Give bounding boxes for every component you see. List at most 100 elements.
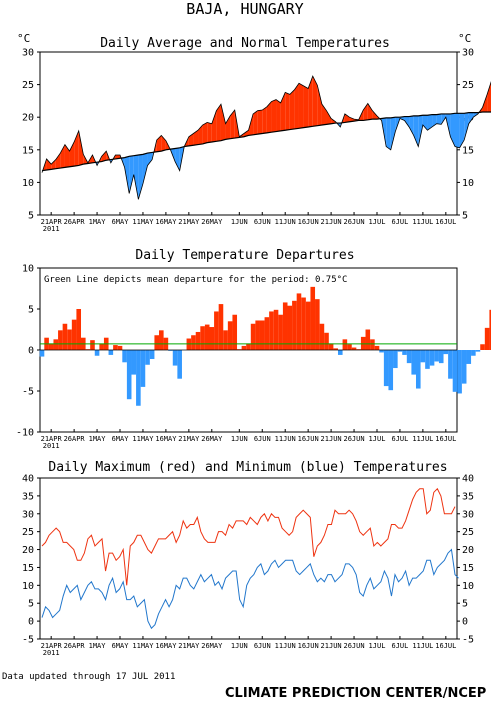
panel3-xtick-year: 2011 [43, 649, 60, 657]
credit-label: CLIMATE PREDICTION CENTER/NCEP [225, 686, 486, 701]
panel2-xtick-label: 26APR [64, 435, 86, 443]
above-normal-area [47, 159, 52, 170]
departure-bar [95, 350, 100, 356]
departure-bar [457, 350, 462, 393]
panel2-title: Daily Temperature Departures [135, 248, 354, 263]
departure-bar [159, 330, 164, 350]
panel3-ytick-label-right: 5 [462, 599, 468, 610]
above-normal-area [285, 92, 290, 130]
above-normal-area [317, 85, 322, 125]
above-normal-area [294, 83, 299, 129]
departure-bar [297, 293, 302, 350]
departure-bar [205, 325, 210, 350]
panel1-ytick-label-right: 30 [462, 48, 474, 59]
departure-bar [292, 301, 297, 350]
above-normal-area [304, 86, 309, 128]
panel3-ytick-label: -5 [22, 635, 34, 646]
panel3-ytick-label: 30 [22, 509, 34, 520]
panel3-ytick-label-right: -5 [462, 635, 474, 646]
above-normal-area [299, 83, 304, 128]
above-normal-area [203, 122, 208, 144]
departure-bar [196, 332, 201, 350]
panel3-xtick-label: 1JUL [369, 642, 386, 650]
departure-bar [109, 350, 114, 355]
panel1-ytick-label: 30 [22, 48, 34, 59]
panel3-ytick-label-right: 0 [462, 617, 468, 628]
panel1-ytick-label-right: 10 [462, 178, 474, 189]
above-normal-area [262, 107, 267, 134]
panel2-xtick-label: 11JUL [412, 435, 433, 443]
panel3-ytick-label: 20 [22, 545, 34, 556]
panel3-xtick-label: 26MAY [201, 642, 223, 650]
departure-bar [416, 350, 421, 389]
panel2-annotation: Green Line depicts mean departure for th… [44, 275, 347, 285]
panel2-ytick-label: 5 [28, 305, 34, 316]
panel3-xtick-label: 26APR [64, 642, 86, 650]
departure-bar [430, 350, 435, 366]
panel2-xtick-label: 1JUL [369, 435, 386, 443]
panel1-ytick-label: 10 [22, 178, 34, 189]
departure-bar [131, 350, 136, 375]
departure-bar [200, 326, 205, 350]
panel3-ytick-label-right: 40 [462, 474, 474, 485]
panel3-ytick-label: 5 [28, 599, 34, 610]
panel3-xtick-label: 11JUN [275, 642, 296, 650]
panel3-xtick-label: 11MAY [132, 642, 154, 650]
panel2-xtick-label: 16MAY [155, 435, 177, 443]
departure-bar [90, 340, 95, 350]
departure-bar [421, 350, 426, 362]
panel1-ytick-label: 20 [22, 113, 34, 124]
panel3-xtick-label: 11JUL [412, 642, 433, 650]
panel3-title: Daily Maximum (red) and Minimum (blue) T… [48, 460, 447, 475]
panel3-ytick-label: 15 [22, 563, 34, 574]
departure-bar [453, 350, 458, 392]
departure-bar [384, 350, 389, 386]
above-normal-area [363, 104, 368, 121]
panel3-ytick-label: 10 [22, 581, 34, 592]
departure-bar [301, 298, 306, 350]
panel3-ytick-label: 35 [22, 491, 34, 502]
departure-bar [228, 321, 233, 350]
panel3-xtick-label: 6JUN [254, 642, 271, 650]
panel3-ytick-label: 25 [22, 527, 34, 538]
panel1-ytick-label: 15 [22, 145, 34, 156]
departure-bar [411, 350, 416, 375]
panel1-xtick-label: 6MAY [112, 218, 130, 226]
panel1-xtick-label: 16MAY [155, 218, 177, 226]
panel1-ylabel-left: °C [17, 32, 30, 45]
station-title: BAJA, HUNGARY [186, 0, 303, 18]
departure-bar [127, 350, 132, 399]
departure-bar [471, 350, 476, 356]
below-normal-area [129, 156, 134, 194]
departure-bar [434, 350, 439, 361]
panel2-xtick-year: 2011 [43, 442, 60, 450]
departure-bar [136, 350, 141, 406]
panel3-xtick-label: 26JUN [344, 642, 365, 650]
above-normal-area [368, 104, 373, 120]
departure-bar [145, 350, 150, 365]
above-normal-area [51, 160, 56, 170]
departure-bar [402, 350, 407, 355]
departure-bar [177, 350, 182, 379]
departure-bar [154, 335, 159, 350]
panel2-ytick-label: -5 [22, 387, 34, 398]
above-normal-area [271, 100, 276, 133]
panel1-title: Daily Average and Normal Temperatures [100, 36, 390, 51]
below-normal-area [437, 114, 442, 124]
departure-bar [310, 287, 315, 350]
departure-bar [58, 330, 63, 350]
panel3-xtick-label: 6MAY [112, 642, 130, 650]
panel2-ytick-label: 10 [22, 264, 34, 275]
above-normal-area [258, 110, 263, 134]
departure-bar [242, 346, 247, 350]
panel1-ytick-label-right: 15 [462, 145, 474, 156]
panel1-xtick-label: 1JUL [369, 218, 386, 226]
data-updated-note: Data updated through 17 JUL 2011 [2, 672, 175, 682]
departure-bar [466, 350, 471, 364]
panel3-ytick-label-right: 10 [462, 581, 474, 592]
departure-bar [251, 324, 256, 350]
above-normal-area [56, 153, 61, 169]
panel1-xtick-label: 26APR [64, 218, 86, 226]
departure-bar [439, 350, 444, 363]
